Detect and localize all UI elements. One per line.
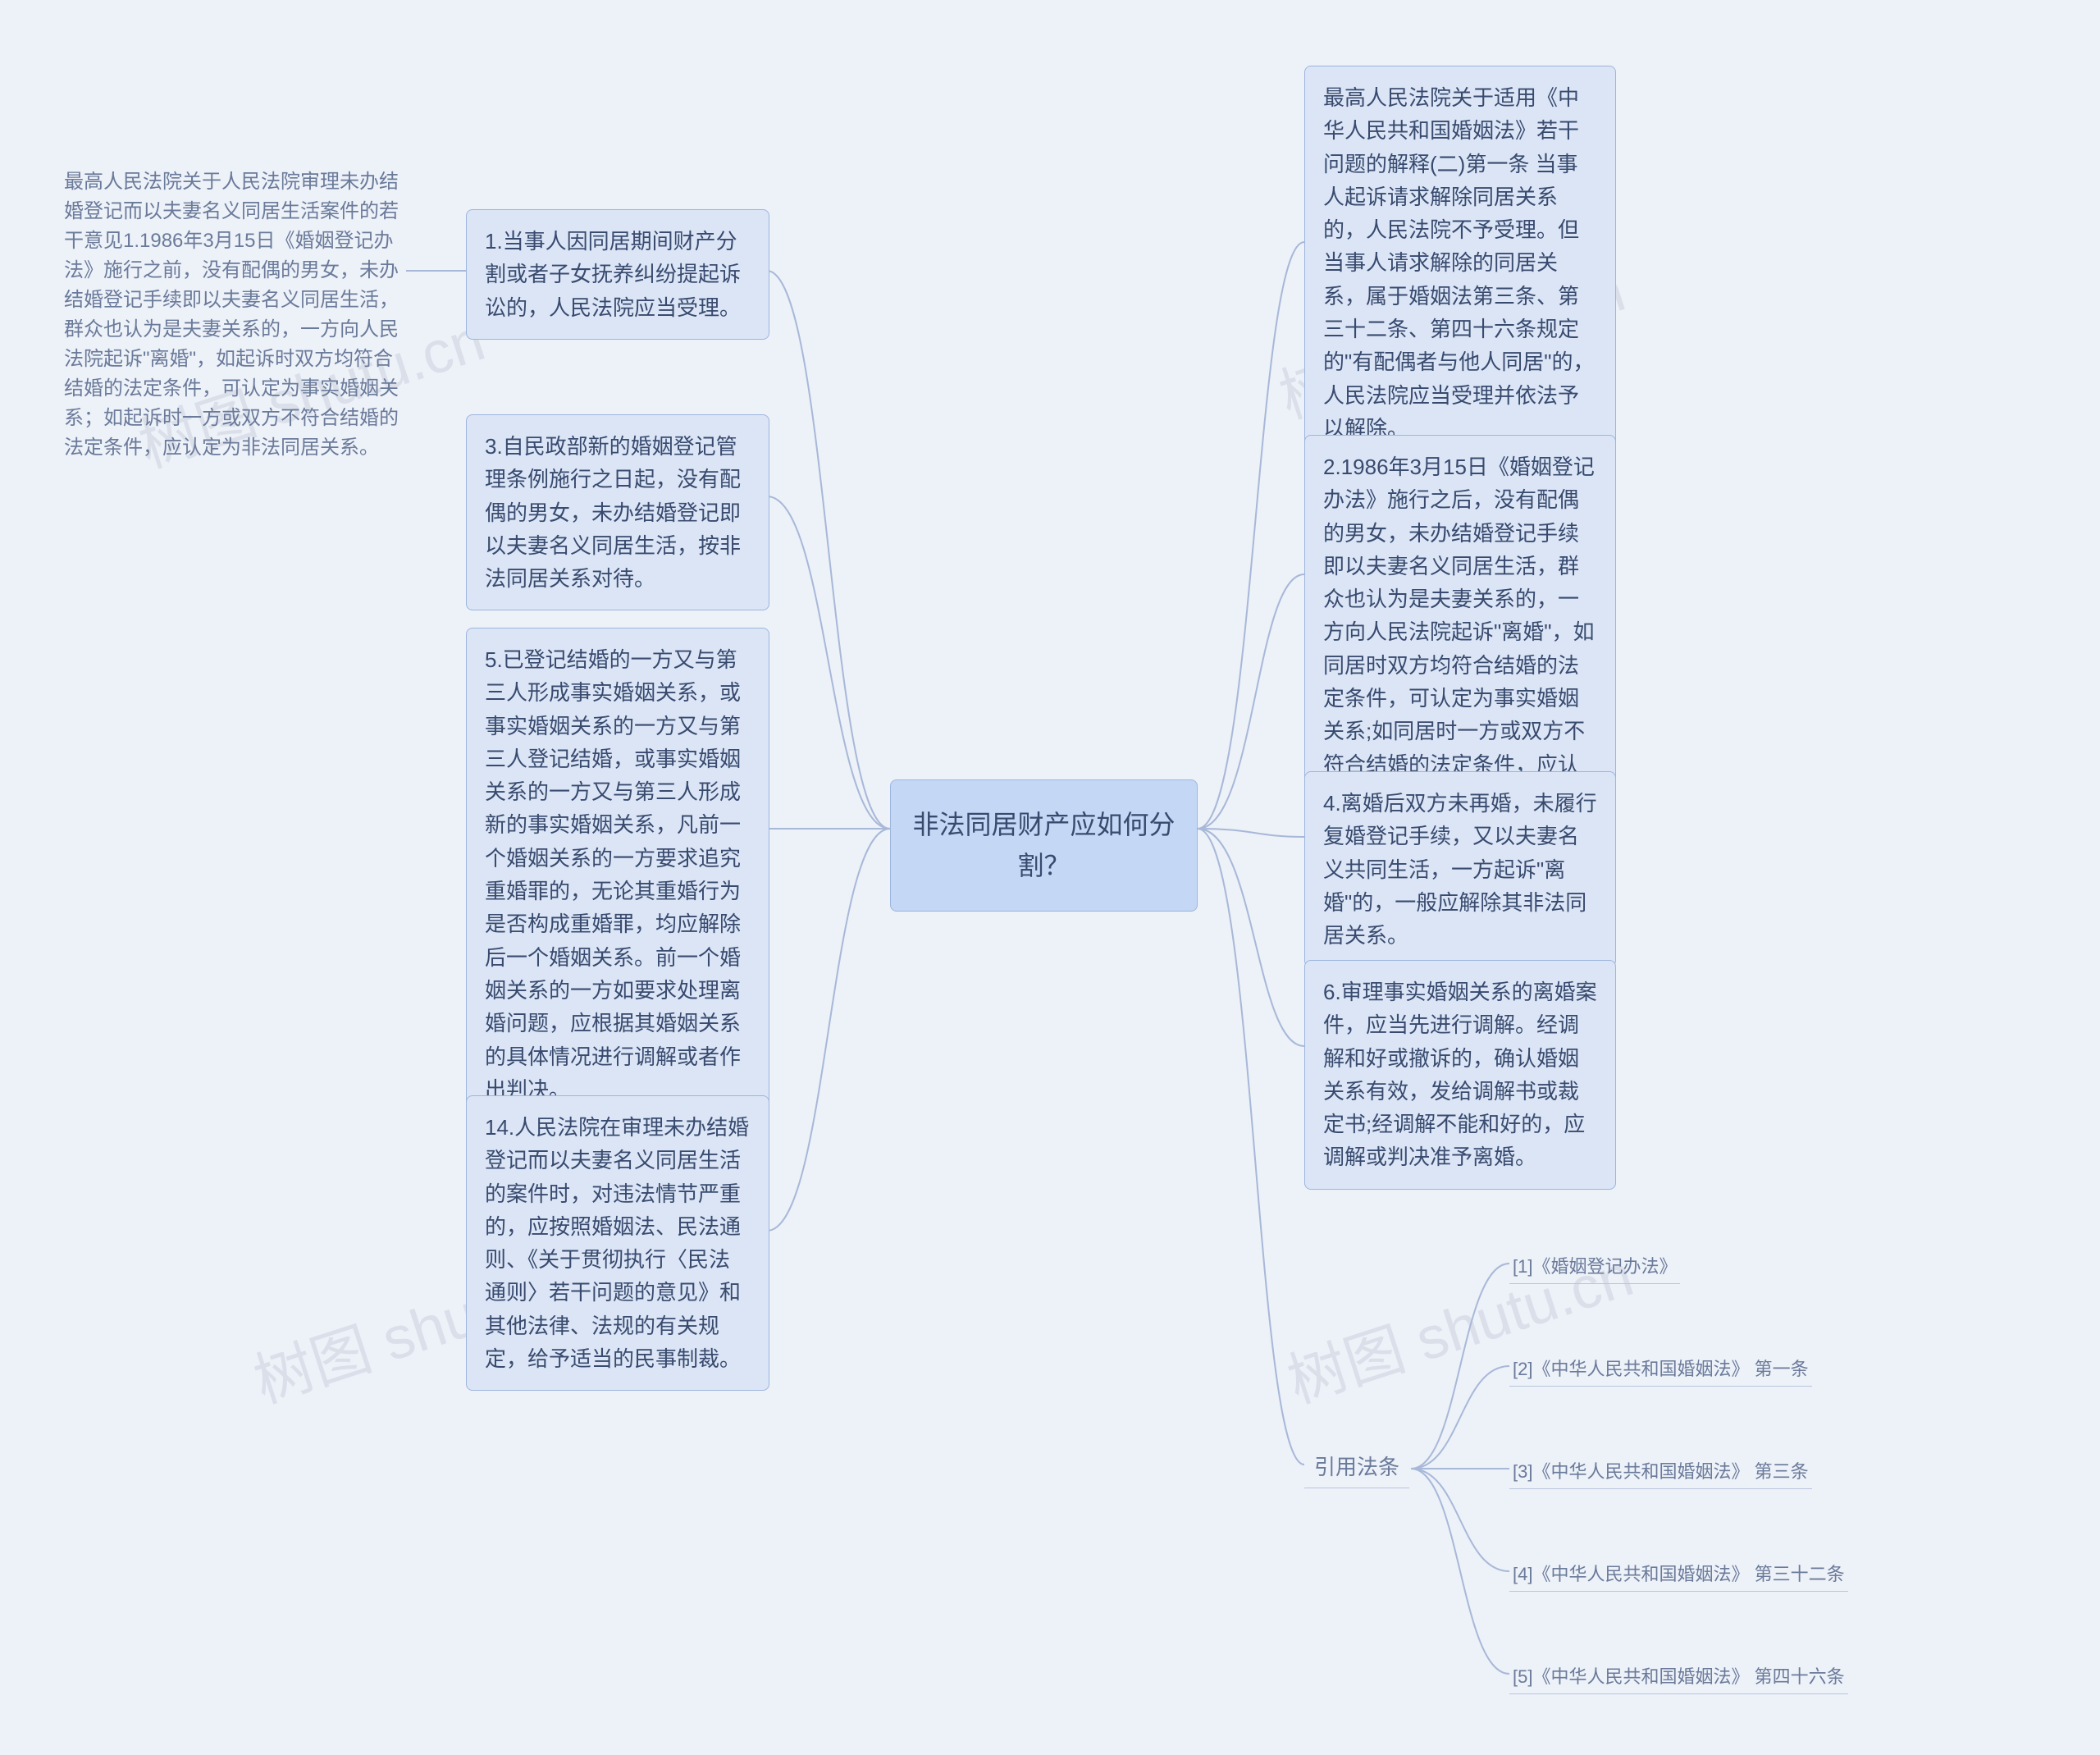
left-node-3[interactable]: 3.自民政部新的婚姻登记管理条例施行之日起，没有配偶的男女，未办结婚登记即以夫妻… [466, 414, 769, 610]
left-node-14[interactable]: 14.人民法院在审理未办结婚登记而以夫妻名义同居生活的案件时，对违法情节严重的，… [466, 1095, 769, 1391]
ref-2[interactable]: [2]《中华人民共和国婚姻法》 第一条 [1509, 1350, 1812, 1387]
left-node-5[interactable]: 5.已登记结婚的一方又与第三人形成事实婚姻关系，或事实婚姻关系的一方又与第三人登… [466, 628, 769, 1122]
refs-label[interactable]: 引用法条 [1304, 1444, 1409, 1488]
center-topic[interactable]: 非法同居财产应如何分割？ [890, 779, 1198, 912]
ref-3[interactable]: [3]《中华人民共和国婚姻法》 第三条 [1509, 1452, 1812, 1489]
ref-4[interactable]: [4]《中华人民共和国婚姻法》 第三十二条 [1509, 1555, 1848, 1592]
right-node-6[interactable]: 6.审理事实婚姻关系的离婚案件，应当先进行调解。经调解和好或撤诉的，确认婚姻关系… [1304, 960, 1616, 1190]
left-note-top: 最高人民法院关于人民法院审理未办结婚登记而以夫妻名义同居生活案件的若干意见1.1… [57, 164, 410, 466]
left-node-1[interactable]: 1.当事人因同居期间财产分割或者子女抚养纠纷提起诉讼的，人民法院应当受理。 [466, 209, 769, 340]
ref-5[interactable]: [5]《中华人民共和国婚姻法》 第四十六条 [1509, 1657, 1848, 1694]
right-node-4[interactable]: 4.离婚后双方未再婚，未履行复婚登记手续，又以夫妻名义共同生活，一方起诉"离婚"… [1304, 771, 1616, 967]
right-node-top[interactable]: 最高人民法院关于适用《中华人民共和国婚姻法》若干问题的解释(二)第一条 当事人起… [1304, 66, 1616, 460]
ref-1[interactable]: [1]《婚姻登记办法》 [1509, 1247, 1680, 1284]
